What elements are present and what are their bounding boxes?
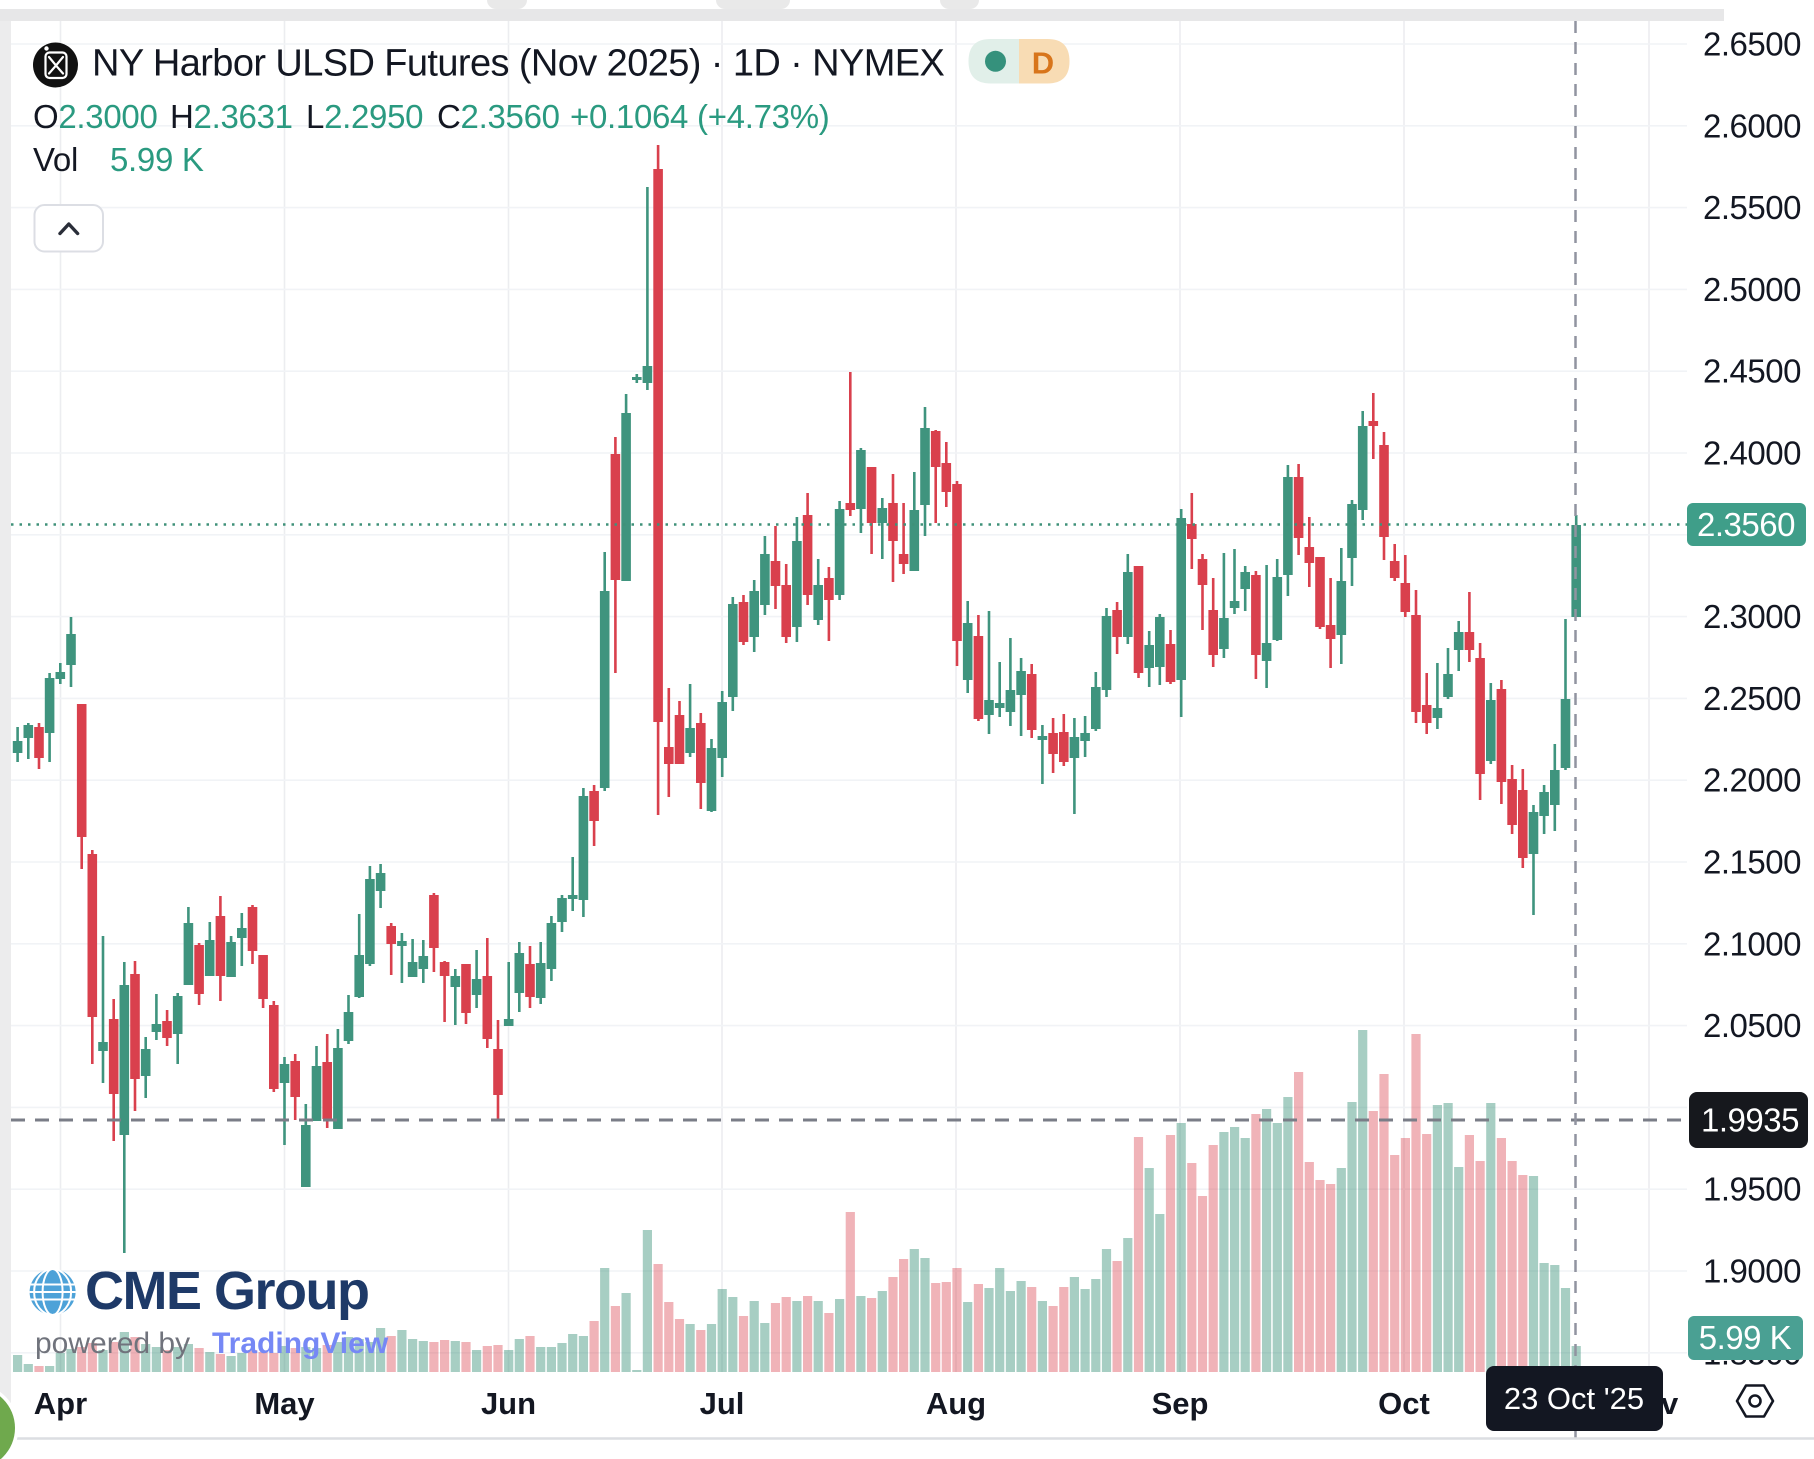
svg-text:May: May — [254, 1386, 315, 1421]
svg-text:NY Harbor ULSD Futures (Nov 20: NY Harbor ULSD Futures (Nov 2025) · 1D ·… — [92, 43, 945, 85]
svg-text:2.2500: 2.2500 — [1703, 680, 1801, 717]
svg-text:1.9000: 1.9000 — [1703, 1253, 1801, 1290]
svg-text:2.1500: 2.1500 — [1703, 844, 1801, 881]
svg-text:2.5000: 2.5000 — [1703, 271, 1801, 308]
svg-text:2.6500: 2.6500 — [1703, 26, 1801, 63]
svg-text:Apr: Apr — [34, 1386, 87, 1421]
svg-text:23 Oct '25: 23 Oct '25 — [1504, 1381, 1644, 1416]
svg-text:2.3000: 2.3000 — [1703, 598, 1801, 635]
svg-text:1.9935: 1.9935 — [1701, 1102, 1799, 1139]
svg-text:Oct: Oct — [1378, 1386, 1430, 1421]
svg-text:Sep: Sep — [1152, 1386, 1209, 1421]
svg-text:D: D — [1032, 46, 1054, 81]
svg-text:Jun: Jun — [481, 1386, 536, 1421]
svg-text:Aug: Aug — [926, 1386, 986, 1421]
svg-text:2.4500: 2.4500 — [1703, 353, 1801, 390]
svg-text:5.99 K: 5.99 K — [1699, 1319, 1792, 1356]
svg-text:powered by: powered by — [35, 1327, 190, 1360]
svg-text:2.0500: 2.0500 — [1703, 1007, 1801, 1044]
svg-text:TradingView: TradingView — [212, 1327, 389, 1360]
svg-text:2.5500: 2.5500 — [1703, 189, 1801, 226]
svg-text:Jul: Jul — [700, 1386, 745, 1421]
svg-text:2.1000: 2.1000 — [1703, 925, 1801, 962]
svg-text:1.9500: 1.9500 — [1703, 1171, 1801, 1208]
svg-text:2.4000: 2.4000 — [1703, 435, 1801, 472]
svg-text:2.2000: 2.2000 — [1703, 762, 1801, 799]
svg-text:2.6000: 2.6000 — [1703, 107, 1801, 144]
svg-text:2.3560: 2.3560 — [1697, 506, 1795, 543]
svg-text:CME Group: CME Group — [85, 1261, 368, 1321]
